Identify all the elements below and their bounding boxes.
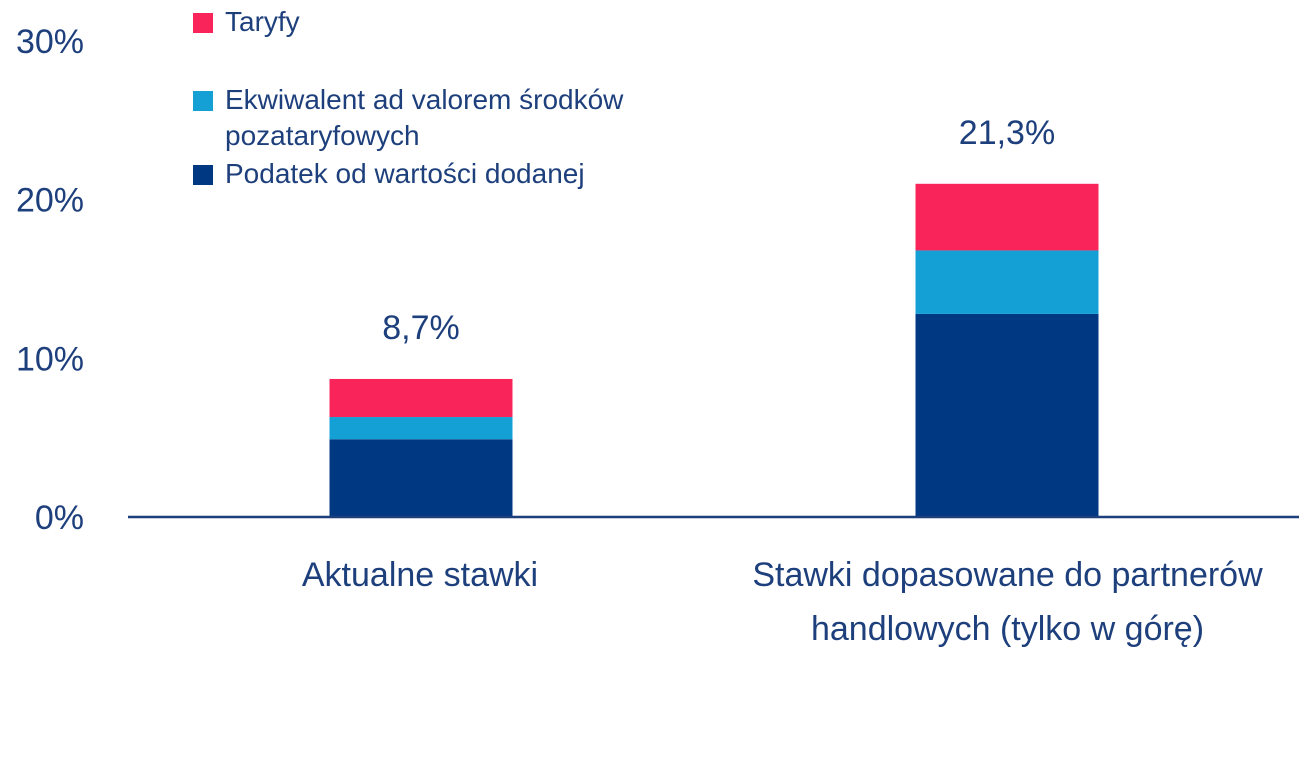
- y-tick-label-0: 0%: [35, 499, 84, 537]
- y-tick-label-10: 10%: [16, 340, 84, 378]
- bar-taryfy-1: [915, 183, 1099, 251]
- bar-ekwiwalent-1: [915, 250, 1099, 314]
- y-tick-label-30: 30%: [16, 23, 84, 61]
- legend-item-ekwiwalent: Ekwiwalent ad valorem środków pozataryfo…: [193, 82, 733, 154]
- total-label-0: 8,7%: [382, 309, 460, 347]
- category-label-aktualne: Aktualne stawki: [301, 556, 539, 594]
- category-label-dopasowane: Stawki dopasowane do partnerów handlowyc…: [752, 556, 1263, 648]
- total-labels: 8,7% 21,3%: [382, 114, 1055, 347]
- legend-item-podatek: Podatek od wartości dodanej: [193, 156, 733, 192]
- y-axis-ticks: 0% 10% 20% 30%: [16, 23, 84, 537]
- legend-label-ekwiwalent: Ekwiwalent ad valorem środków pozataryfo…: [225, 84, 624, 151]
- legend-swatch-taryfy: [193, 13, 213, 33]
- legend-item-taryfy: Taryfy: [193, 4, 733, 40]
- bar-ekwiwalent-0: [329, 417, 513, 440]
- legend-swatch-podatek: [193, 165, 213, 185]
- legend-label-taryfy: Taryfy: [225, 6, 300, 37]
- bar-podatek-0: [329, 439, 513, 517]
- legend-label-podatek: Podatek od wartości dodanej: [225, 158, 585, 189]
- bar-podatek-1: [915, 313, 1099, 517]
- y-tick-label-20: 20%: [16, 182, 84, 220]
- legend-swatch-ekwiwalent: [193, 91, 213, 111]
- legend: Taryfy Ekwiwalent ad valorem środków poz…: [193, 4, 733, 192]
- bar-taryfy-0: [329, 378, 513, 418]
- bars: [329, 183, 1099, 517]
- total-label-1: 21,3%: [959, 114, 1055, 152]
